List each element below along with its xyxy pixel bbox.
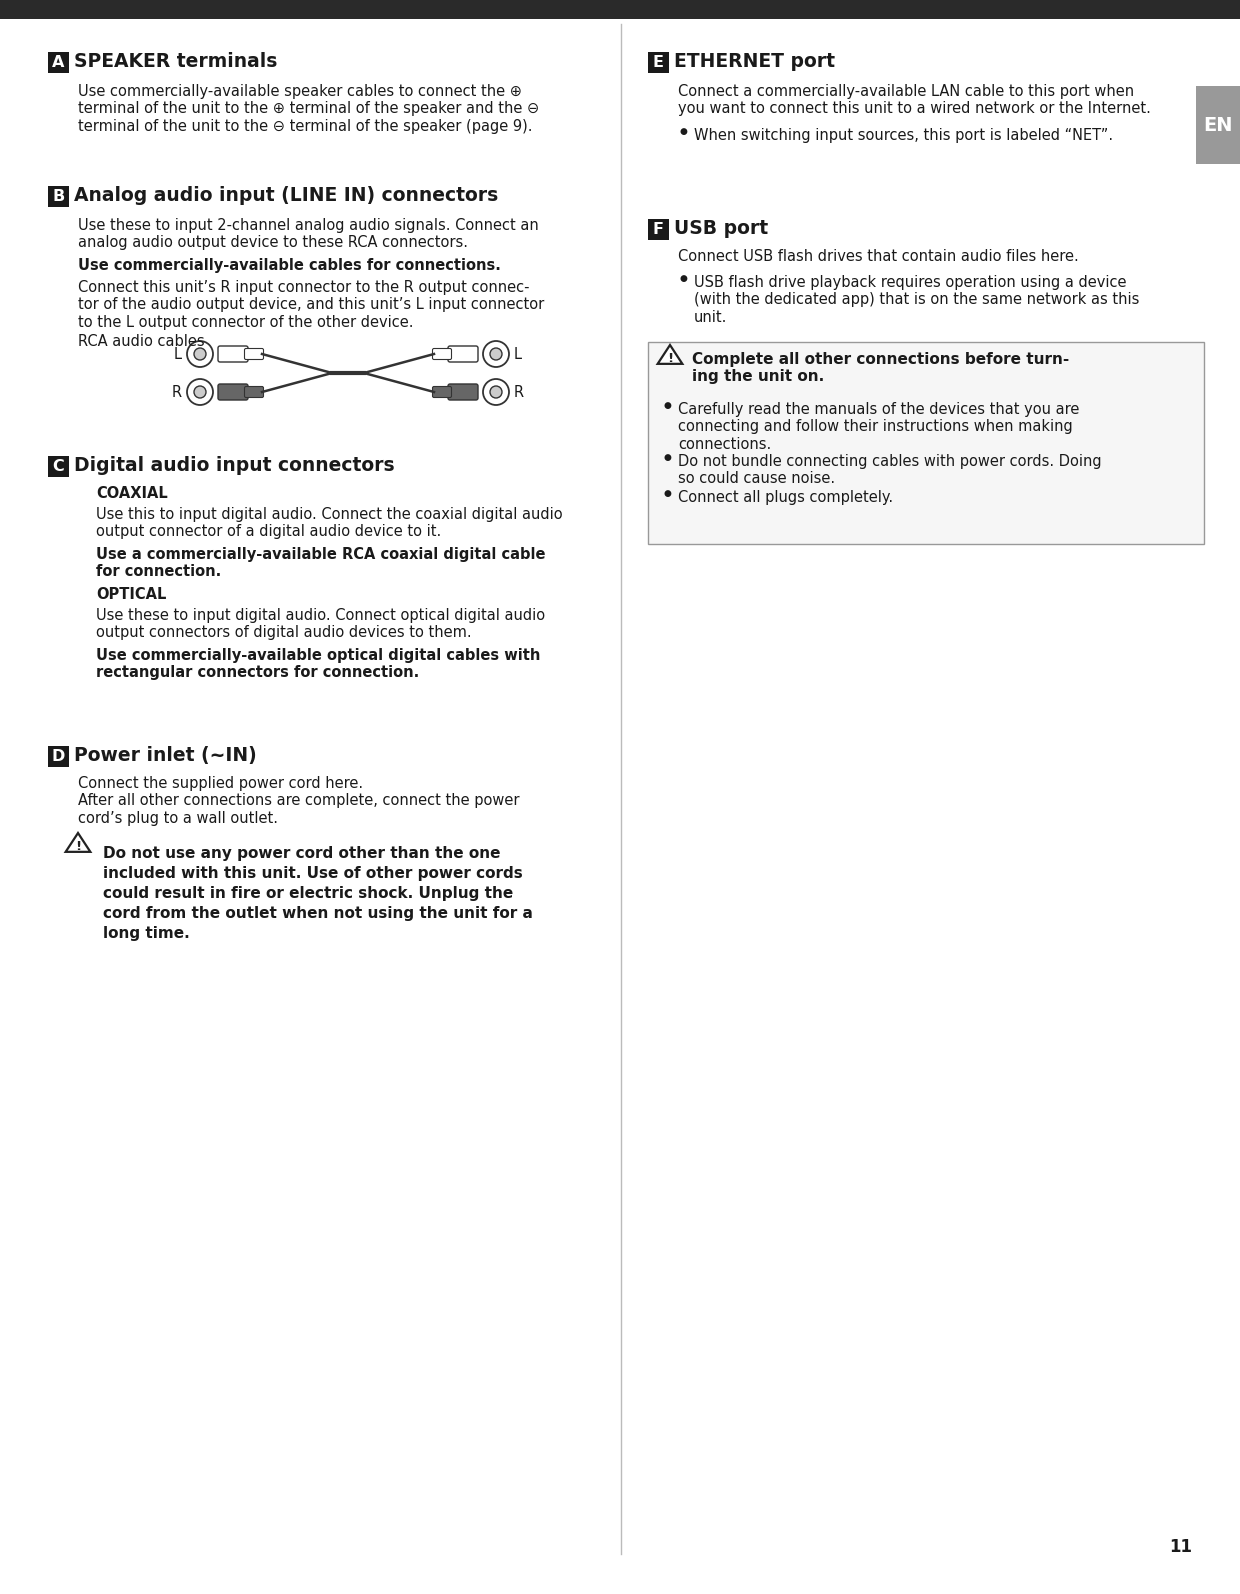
Text: ●: ● bbox=[680, 274, 688, 284]
FancyBboxPatch shape bbox=[48, 746, 69, 767]
Text: Connect a commercially-available LAN cable to this port when
you want to connect: Connect a commercially-available LAN cab… bbox=[678, 84, 1151, 116]
Text: Use commercially-available speaker cables to connect the ⊕
terminal of the unit : Use commercially-available speaker cable… bbox=[78, 84, 539, 134]
Text: A: A bbox=[52, 56, 64, 70]
Text: ETHERNET port: ETHERNET port bbox=[675, 53, 835, 72]
Text: !: ! bbox=[74, 840, 81, 853]
FancyBboxPatch shape bbox=[0, 0, 1240, 19]
Text: included with this unit. Use of other power cords: included with this unit. Use of other po… bbox=[103, 866, 523, 881]
Text: Complete all other connections before turn-
ing the unit on.: Complete all other connections before tu… bbox=[692, 352, 1069, 384]
Text: !: ! bbox=[667, 352, 673, 365]
Text: C: C bbox=[52, 459, 64, 473]
Circle shape bbox=[490, 347, 502, 360]
Polygon shape bbox=[66, 834, 91, 851]
FancyBboxPatch shape bbox=[649, 343, 1204, 544]
Circle shape bbox=[490, 386, 502, 398]
Text: Power inlet (~IN): Power inlet (~IN) bbox=[74, 746, 257, 765]
FancyBboxPatch shape bbox=[433, 386, 451, 397]
Text: Use commercially-available optical digital cables with
rectangular connectors fo: Use commercially-available optical digit… bbox=[95, 649, 541, 681]
Text: L: L bbox=[515, 346, 522, 362]
FancyBboxPatch shape bbox=[244, 349, 263, 360]
Text: USB port: USB port bbox=[675, 218, 768, 238]
Text: could result in fire or electric shock. Unplug the: could result in fire or electric shock. … bbox=[103, 886, 513, 901]
Text: R: R bbox=[515, 384, 525, 400]
Circle shape bbox=[187, 341, 213, 367]
Text: Do not bundle connecting cables with power cords. Doing
so could cause noise.: Do not bundle connecting cables with pow… bbox=[678, 454, 1101, 486]
Text: Carefully read the manuals of the devices that you are
connecting and follow the: Carefully read the manuals of the device… bbox=[678, 402, 1079, 451]
Text: F: F bbox=[653, 222, 663, 238]
FancyBboxPatch shape bbox=[649, 53, 670, 73]
FancyBboxPatch shape bbox=[48, 456, 69, 477]
Text: Connect the supplied power cord here.
After all other connections are complete, : Connect the supplied power cord here. Af… bbox=[78, 776, 520, 826]
Text: Connect all plugs completely.: Connect all plugs completely. bbox=[678, 489, 893, 505]
Text: ●: ● bbox=[663, 402, 672, 410]
Text: Connect USB flash drives that contain audio files here.: Connect USB flash drives that contain au… bbox=[678, 249, 1079, 265]
FancyBboxPatch shape bbox=[649, 218, 670, 241]
Text: L: L bbox=[174, 346, 182, 362]
FancyBboxPatch shape bbox=[448, 346, 477, 362]
Text: COAXIAL: COAXIAL bbox=[95, 486, 167, 501]
FancyBboxPatch shape bbox=[433, 349, 451, 360]
Circle shape bbox=[193, 386, 206, 398]
Text: ●: ● bbox=[680, 128, 688, 135]
Text: Digital audio input connectors: Digital audio input connectors bbox=[74, 456, 394, 475]
FancyBboxPatch shape bbox=[448, 384, 477, 400]
Text: SPEAKER terminals: SPEAKER terminals bbox=[74, 53, 278, 72]
Circle shape bbox=[484, 379, 508, 405]
Text: R: R bbox=[172, 384, 182, 400]
Text: Use commercially-available cables for connections.: Use commercially-available cables for co… bbox=[78, 258, 501, 273]
Text: 11: 11 bbox=[1169, 1538, 1192, 1556]
Text: RCA audio cables: RCA audio cables bbox=[78, 335, 205, 349]
Text: USB flash drive playback requires operation using a device
(with the dedicated a: USB flash drive playback requires operat… bbox=[694, 276, 1140, 325]
Text: cord from the outlet when not using the unit for a: cord from the outlet when not using the … bbox=[103, 905, 533, 921]
Text: Use these to input 2-channel analog audio signals. Connect an
analog audio outpu: Use these to input 2-channel analog audi… bbox=[78, 218, 538, 250]
Circle shape bbox=[484, 341, 508, 367]
Text: OPTICAL: OPTICAL bbox=[95, 587, 166, 603]
FancyBboxPatch shape bbox=[48, 53, 69, 73]
FancyBboxPatch shape bbox=[48, 186, 69, 207]
Text: When switching input sources, this port is labeled “NET”.: When switching input sources, this port … bbox=[694, 128, 1114, 143]
Text: long time.: long time. bbox=[103, 926, 190, 940]
Text: ●: ● bbox=[663, 489, 672, 497]
Text: E: E bbox=[653, 56, 663, 70]
FancyBboxPatch shape bbox=[218, 384, 248, 400]
Text: Analog audio input (LINE IN) connectors: Analog audio input (LINE IN) connectors bbox=[74, 186, 498, 206]
FancyBboxPatch shape bbox=[218, 346, 248, 362]
Circle shape bbox=[187, 379, 213, 405]
Polygon shape bbox=[657, 344, 682, 363]
FancyBboxPatch shape bbox=[244, 386, 263, 397]
Text: Connect this unit’s R input connector to the R output connec-
tor of the audio o: Connect this unit’s R input connector to… bbox=[78, 281, 544, 330]
Text: Use this to input digital audio. Connect the coaxial digital audio
output connec: Use this to input digital audio. Connect… bbox=[95, 507, 563, 539]
Text: Do not use any power cord other than the one: Do not use any power cord other than the… bbox=[103, 846, 501, 861]
Circle shape bbox=[193, 347, 206, 360]
FancyBboxPatch shape bbox=[1197, 86, 1240, 164]
Text: EN: EN bbox=[1203, 115, 1233, 134]
Text: Use a commercially-available RCA coaxial digital cable
for connection.: Use a commercially-available RCA coaxial… bbox=[95, 547, 546, 579]
Text: Use these to input digital audio. Connect optical digital audio
output connector: Use these to input digital audio. Connec… bbox=[95, 607, 546, 641]
Text: D: D bbox=[52, 749, 66, 764]
Text: B: B bbox=[52, 190, 64, 204]
Text: ●: ● bbox=[663, 453, 672, 462]
